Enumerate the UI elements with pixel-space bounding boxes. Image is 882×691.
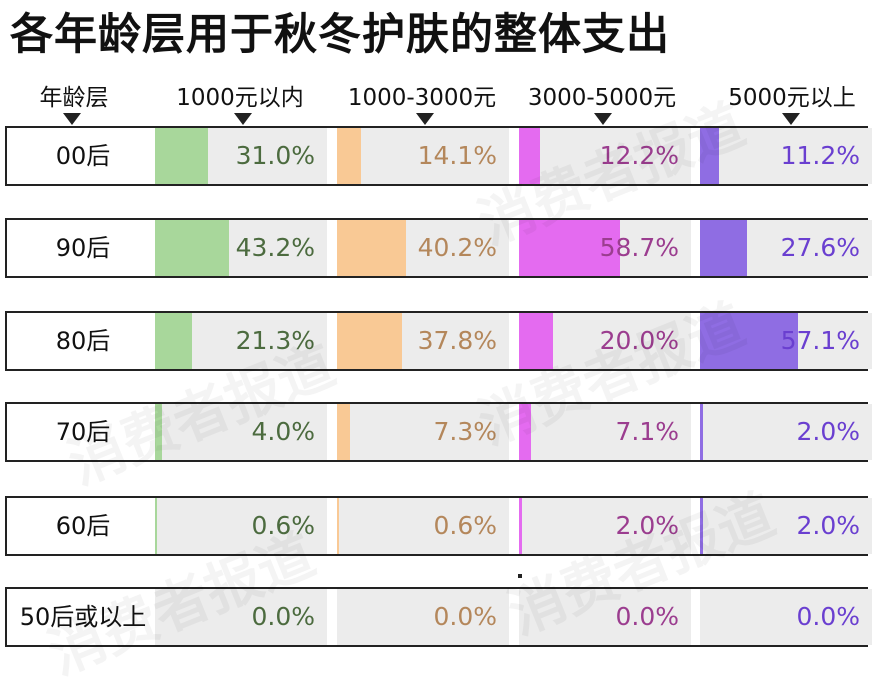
data-label: 0.0% bbox=[615, 602, 679, 631]
bar-track: 2.0% bbox=[700, 404, 872, 460]
bar bbox=[519, 128, 540, 184]
bar bbox=[155, 498, 157, 554]
bar-track: 7.3% bbox=[337, 404, 509, 460]
bar bbox=[337, 313, 402, 369]
bar-track: 2.0% bbox=[519, 498, 691, 554]
age-group-label: 00后 bbox=[55, 142, 111, 170]
table-row: 50后或以上 0.0% 0.0% 0.0% 0.0% bbox=[5, 587, 872, 647]
bar-track: 0.0% bbox=[700, 589, 872, 645]
bar bbox=[519, 404, 531, 460]
chart-title: 各年龄层用于秋冬护肤的整体支出 bbox=[10, 10, 670, 60]
data-label: 4.0% bbox=[251, 417, 315, 446]
data-label: 12.2% bbox=[599, 141, 679, 170]
bar-track: 20.0% bbox=[519, 313, 691, 369]
data-label: 0.0% bbox=[433, 602, 497, 631]
bar bbox=[700, 404, 703, 460]
data-label: 57.1% bbox=[780, 326, 860, 355]
data-label: 0.0% bbox=[251, 602, 315, 631]
bar bbox=[700, 128, 719, 184]
data-label: 31.0% bbox=[235, 141, 315, 170]
bar-track: 2.0% bbox=[700, 498, 872, 554]
age-group-label: 80后 bbox=[55, 327, 111, 355]
data-label: 2.0% bbox=[615, 511, 679, 540]
data-label: 11.2% bbox=[780, 141, 860, 170]
bar-track: 43.2% bbox=[155, 220, 327, 276]
category-header-4: 5000元以上 bbox=[728, 85, 856, 111]
bar bbox=[519, 313, 553, 369]
bar bbox=[337, 498, 339, 554]
data-label: 14.1% bbox=[417, 141, 497, 170]
bar-track: 0.0% bbox=[337, 589, 509, 645]
data-label: 2.0% bbox=[796, 511, 860, 540]
data-label: 58.7% bbox=[599, 233, 679, 262]
bar bbox=[519, 220, 620, 276]
bar-track: 0.6% bbox=[337, 498, 509, 554]
data-label: 21.3% bbox=[235, 326, 315, 355]
category-1-arrow-icon bbox=[234, 113, 252, 125]
data-label: 27.6% bbox=[780, 233, 860, 262]
data-label: 7.3% bbox=[433, 417, 497, 446]
data-label: 40.2% bbox=[417, 233, 497, 262]
bar-track: 58.7% bbox=[519, 220, 691, 276]
table-row: 80后 21.3% 37.8% 20.0% 57.1% bbox=[5, 311, 872, 371]
bar bbox=[700, 313, 798, 369]
age-header-arrow-icon bbox=[63, 113, 81, 125]
bar-track: 27.6% bbox=[700, 220, 872, 276]
bar-track: 57.1% bbox=[700, 313, 872, 369]
age-group-label: 50后或以上 bbox=[19, 603, 147, 631]
bar-track: 40.2% bbox=[337, 220, 509, 276]
bar bbox=[700, 220, 747, 276]
table-row: 70后 4.0% 7.3% 7.1% 2.0% bbox=[5, 402, 872, 462]
data-label: 0.6% bbox=[433, 511, 497, 540]
age-group-label: 90后 bbox=[55, 234, 111, 262]
table-row: 90后 43.2% 40.2% 58.7% 27.6% bbox=[5, 218, 872, 278]
bar-track: 0.6% bbox=[155, 498, 327, 554]
category-header-1: 1000元以内 bbox=[176, 85, 304, 111]
bar bbox=[155, 128, 208, 184]
bar-track: 14.1% bbox=[337, 128, 509, 184]
bar-track: 12.2% bbox=[519, 128, 691, 184]
category-2-arrow-icon bbox=[416, 113, 434, 125]
category-header-2: 1000-3000元 bbox=[347, 85, 497, 111]
data-label: 20.0% bbox=[599, 326, 679, 355]
bar bbox=[519, 498, 522, 554]
bar bbox=[155, 404, 162, 460]
data-label: 37.8% bbox=[417, 326, 497, 355]
data-label: 0.0% bbox=[796, 602, 860, 631]
bar-track: 21.3% bbox=[155, 313, 327, 369]
category-3-arrow-icon bbox=[594, 113, 612, 125]
category-header-3: 3000-5000元 bbox=[527, 85, 677, 111]
table-row: 00后 31.0% 14.1% 12.2% 11.2% bbox=[5, 126, 872, 186]
bar-track: 11.2% bbox=[700, 128, 872, 184]
stray-dot bbox=[518, 574, 522, 578]
data-label: 43.2% bbox=[235, 233, 315, 262]
bar bbox=[337, 404, 350, 460]
bar-track: 0.0% bbox=[519, 589, 691, 645]
bar bbox=[337, 220, 406, 276]
table-row: 60后 0.6% 0.6% 2.0% 2.0% bbox=[5, 496, 872, 556]
bar bbox=[700, 498, 703, 554]
bar-track: 37.8% bbox=[337, 313, 509, 369]
age-column-header: 年龄层 bbox=[39, 85, 109, 111]
bar bbox=[155, 220, 229, 276]
bar-track: 7.1% bbox=[519, 404, 691, 460]
bar bbox=[155, 313, 192, 369]
category-4-arrow-icon bbox=[782, 113, 800, 125]
data-label: 2.0% bbox=[796, 417, 860, 446]
bar-track: 31.0% bbox=[155, 128, 327, 184]
age-group-label: 70后 bbox=[55, 418, 111, 446]
age-group-label: 60后 bbox=[55, 512, 111, 540]
bar bbox=[337, 128, 361, 184]
data-label: 7.1% bbox=[615, 417, 679, 446]
data-label: 0.6% bbox=[251, 511, 315, 540]
bar-track: 0.0% bbox=[155, 589, 327, 645]
bar-track: 4.0% bbox=[155, 404, 327, 460]
